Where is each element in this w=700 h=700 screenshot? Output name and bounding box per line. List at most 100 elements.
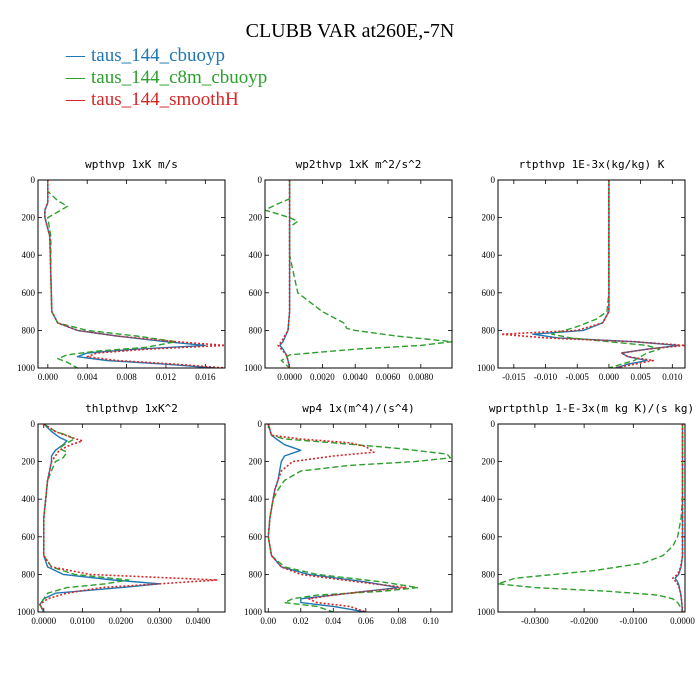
- series-group: [267, 424, 452, 612]
- chart-title: CLUBB VAR at260E,-7N: [245, 20, 455, 42]
- x-tick-label: 0.0100: [70, 616, 95, 626]
- x-tick-label: 0.010: [662, 372, 683, 382]
- y-tick-label: 400: [249, 250, 263, 260]
- y-tick-label: 600: [482, 532, 496, 542]
- chart-panel-6: wprtpthlp 1-E-3x(m kg K)/(s kg) 0 200 400 60…: [477, 402, 695, 626]
- y-tick-label: 200: [249, 457, 263, 467]
- x-tick-label: -0.0100: [619, 616, 647, 626]
- x-tick-label: 0.08: [390, 616, 406, 626]
- y-tick-label: 0: [258, 175, 263, 185]
- legend-dash-icon: —: [66, 89, 85, 110]
- series-group: [500, 180, 685, 368]
- x-tick-label: 0.0000: [670, 616, 695, 626]
- series-line-3: [500, 180, 685, 368]
- series-line-2: [47, 180, 177, 368]
- panel-title: rtpthvp 1E-3x(kg/kg) K: [519, 158, 665, 171]
- y-tick-label: 600: [22, 532, 36, 542]
- y-tick-label: 800: [482, 569, 496, 579]
- panel-frame: [264, 423, 453, 613]
- y-tick-label: 600: [249, 288, 263, 298]
- x-tick-label: -0.0300: [521, 616, 549, 626]
- x-tick-label: 0.0300: [147, 616, 172, 626]
- y-tick-label: 600: [482, 288, 496, 298]
- y-tick-label: 400: [22, 250, 36, 260]
- series-line-2: [551, 180, 661, 368]
- series-group: [498, 424, 684, 612]
- y-tick-label: 400: [22, 494, 36, 504]
- x-tick-label: 0.016: [195, 372, 216, 382]
- series-group: [44, 180, 225, 368]
- y-tick-label: 1000: [17, 607, 36, 617]
- x-tick-label: 0.0040: [343, 372, 368, 382]
- y-tick-label: 1000: [244, 363, 263, 373]
- series-line-2: [267, 424, 452, 612]
- legend: — taus_144_cbuoyp — taus_144_c8m_cbuoyp — t…: [66, 45, 267, 111]
- x-tick-label: 0.10: [423, 616, 439, 626]
- series-line-3: [267, 424, 408, 612]
- x-tick-label: 0.06: [358, 616, 374, 626]
- x-tick-label: 0.0020: [310, 372, 335, 382]
- legend-label: taus_144_cbuoyp: [91, 45, 226, 66]
- y-tick-label: 0: [31, 419, 36, 429]
- y-tick-label: 800: [482, 325, 496, 335]
- legend-dash-icon: —: [66, 67, 85, 88]
- y-tick-label: 1000: [477, 607, 496, 617]
- panel-title: wprtpthlp 1-E-3x(m kg K)/(s kg): [489, 402, 694, 415]
- y-tick-label: 200: [482, 457, 496, 467]
- y-tick-label: 600: [22, 288, 36, 298]
- x-tick-label: 0.0080: [408, 372, 433, 382]
- y-tick-label: 200: [482, 213, 496, 223]
- y-tick-label: 1000: [477, 363, 496, 373]
- x-tick-label: 0.0200: [109, 616, 134, 626]
- x-tick-label: 0.0000: [31, 616, 56, 626]
- panel-frame: [497, 179, 686, 369]
- y-tick-label: 0: [31, 175, 36, 185]
- x-tick-label: 0.0400: [186, 616, 211, 626]
- y-tick-label: 800: [22, 325, 36, 335]
- series-line-2: [39, 424, 130, 612]
- y-tick-label: 400: [482, 250, 496, 260]
- series-line-1: [44, 180, 216, 368]
- y-tick-label: 0: [491, 175, 496, 185]
- y-tick-label: 800: [249, 325, 263, 335]
- x-tick-label: 0.0000: [277, 372, 302, 382]
- series-line-3: [277, 180, 291, 368]
- y-tick-label: 0: [491, 419, 496, 429]
- x-tick-label: 0.04: [325, 616, 341, 626]
- y-tick-label: 400: [249, 494, 263, 504]
- legend-label: taus_144_smoothH: [91, 89, 239, 110]
- x-tick-label: -0.005: [566, 372, 590, 382]
- panel-frame: [37, 423, 226, 613]
- x-tick-label: 0.005: [631, 372, 652, 382]
- series-group: [39, 424, 219, 612]
- x-tick-label: 0.02: [293, 616, 309, 626]
- x-tick-label: 0.0060: [376, 372, 401, 382]
- y-tick-label: 800: [249, 569, 263, 579]
- legend-dash-icon: —: [66, 45, 85, 66]
- chart-panel-3: rtpthvp 1E-3x(kg/kg) K02004006008001000-…: [477, 158, 686, 382]
- series-line-2: [498, 424, 684, 612]
- panel-title: wpthvp 1xK m/s: [85, 158, 178, 171]
- y-tick-label: 200: [249, 213, 263, 223]
- series-line-2: [265, 180, 452, 368]
- legend-item-cbuoyp: — taus_144_cbuoyp: [66, 45, 267, 67]
- series-group: [265, 180, 452, 368]
- y-tick-label: 0: [258, 419, 263, 429]
- panel-frame: [264, 179, 453, 369]
- series-line-3: [39, 424, 219, 612]
- x-tick-label: -0.0200: [570, 616, 598, 626]
- y-tick-label: 800: [22, 569, 36, 579]
- x-tick-label: 0.004: [77, 372, 98, 382]
- chart-panel-2: wp2thvp 1xK m^2/s^2 0 200 400 600 800 1000 0.00…: [244, 158, 453, 382]
- x-tick-label: 0.000: [38, 372, 59, 382]
- series-line-1: [532, 180, 680, 368]
- y-tick-label: 400: [482, 494, 496, 504]
- x-tick-label: -0.015: [502, 372, 526, 382]
- y-tick-label: 200: [22, 213, 36, 223]
- x-tick-label: 0.000: [599, 372, 620, 382]
- series-line-1: [279, 180, 291, 368]
- legend-item-smoothh: — taus_144_smoothH: [66, 89, 267, 111]
- series-line-3: [44, 180, 225, 368]
